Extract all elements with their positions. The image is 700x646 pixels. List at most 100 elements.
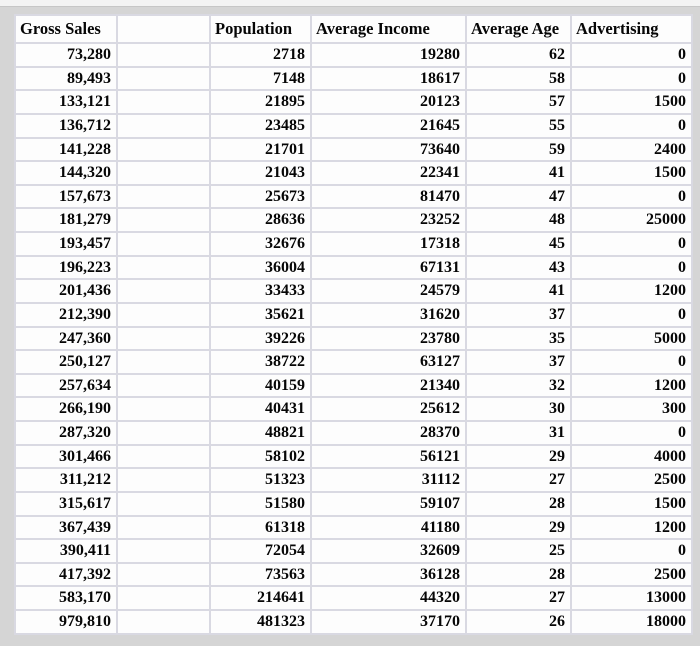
cell-spacer (116, 160, 211, 186)
cell-gross-sales: 390,411 (14, 538, 118, 564)
cell-gross-sales: 89,493 (14, 65, 118, 92)
cell-gross-sales: 417,392 (14, 561, 118, 588)
cell-advertising: 1200 (570, 514, 693, 541)
table-row: 89,493 7148 18617 58 0 (14, 65, 693, 92)
cell-average-income: 28370 (310, 420, 467, 446)
cell-gross-sales: 157,673 (14, 183, 118, 210)
cell-population: 39226 (209, 325, 312, 352)
header-spacer (116, 14, 211, 44)
table-row: 144,320 21043 22341 41 1500 (14, 160, 693, 186)
cell-spacer (116, 420, 211, 446)
table-row: 390,411 72054 32609 25 0 (14, 538, 693, 564)
cell-advertising: 0 (570, 112, 693, 139)
cell-population: 214641 (209, 585, 312, 611)
table-row: 266,190 40431 25612 30 300 (14, 396, 693, 422)
cell-average-age: 28 (465, 490, 572, 517)
cell-spacer (116, 254, 211, 281)
cell-spacer (116, 585, 211, 611)
cell-population: 32676 (209, 231, 312, 257)
table-row: 247,360 39226 23780 35 5000 (14, 325, 693, 352)
cell-average-income: 44320 (310, 585, 467, 611)
table-row: 201,436 33433 24579 41 1200 (14, 278, 693, 304)
table-row: 157,673 25673 81470 47 0 (14, 183, 693, 210)
cell-average-income: 73640 (310, 136, 467, 163)
cell-spacer (116, 467, 211, 493)
cell-gross-sales: 315,617 (14, 490, 118, 517)
cell-advertising: 0 (570, 42, 693, 68)
cell-advertising: 1200 (570, 278, 693, 304)
cell-gross-sales: 133,121 (14, 89, 118, 115)
cell-advertising: 0 (570, 183, 693, 210)
cell-average-income: 32609 (310, 538, 467, 564)
cell-average-income: 36128 (310, 561, 467, 588)
cell-advertising: 5000 (570, 325, 693, 352)
cell-average-income: 31112 (310, 467, 467, 493)
cell-population: 72054 (209, 538, 312, 564)
cell-average-age: 43 (465, 254, 572, 281)
cell-advertising: 0 (570, 420, 693, 446)
cell-average-income: 63127 (310, 349, 467, 375)
table-row: 193,457 32676 17318 45 0 (14, 231, 693, 257)
cell-average-income: 56121 (310, 443, 467, 470)
cell-advertising: 1500 (570, 89, 693, 115)
cell-population: 25673 (209, 183, 312, 210)
cell-average-age: 58 (465, 65, 572, 92)
table-row: 141,228 21701 73640 59 2400 (14, 136, 693, 163)
table-row: 136,712 23485 21645 55 0 (14, 112, 693, 139)
cell-advertising: 0 (570, 65, 693, 92)
cell-gross-sales: 266,190 (14, 396, 118, 422)
cell-average-age: 35 (465, 325, 572, 352)
cell-average-age: 37 (465, 301, 572, 328)
table-row: 181,279 28636 23252 48 25000 (14, 207, 693, 233)
cell-advertising: 1500 (570, 490, 693, 517)
cell-average-age: 45 (465, 231, 572, 257)
cell-spacer (116, 112, 211, 139)
cell-population: 33433 (209, 278, 312, 304)
cell-average-income: 23780 (310, 325, 467, 352)
cell-spacer (116, 136, 211, 163)
table-row: 133,121 21895 20123 57 1500 (14, 89, 693, 115)
cell-average-age: 48 (465, 207, 572, 233)
cell-advertising: 4000 (570, 443, 693, 470)
cell-average-age: 37 (465, 349, 572, 375)
cell-gross-sales: 247,360 (14, 325, 118, 352)
cell-average-age: 41 (465, 160, 572, 186)
cell-gross-sales: 583,170 (14, 585, 118, 611)
cell-spacer (116, 490, 211, 517)
table-row: 311,212 51323 31112 27 2500 (14, 467, 693, 493)
table-row: 315,617 51580 59107 28 1500 (14, 490, 693, 517)
cell-population: 51580 (209, 490, 312, 517)
cell-average-income: 41180 (310, 514, 467, 541)
table-row: 287,320 48821 28370 31 0 (14, 420, 693, 446)
cell-spacer (116, 278, 211, 304)
cell-advertising: 13000 (570, 585, 693, 611)
cell-average-age: 55 (465, 112, 572, 139)
cell-average-age: 27 (465, 467, 572, 493)
cell-population: 481323 (209, 609, 312, 635)
cell-spacer (116, 396, 211, 422)
cell-spacer (116, 65, 211, 92)
table-row: 417,392 73563 36128 28 2500 (14, 561, 693, 588)
cell-average-income: 25612 (310, 396, 467, 422)
cell-gross-sales: 311,212 (14, 467, 118, 493)
table-row: 212,390 35621 31620 37 0 (14, 301, 693, 328)
cell-population: 58102 (209, 443, 312, 470)
data-table: Gross Sales Population Average Income Av… (14, 14, 693, 635)
cell-spacer (116, 89, 211, 115)
cell-gross-sales: 250,127 (14, 349, 118, 375)
cell-average-age: 29 (465, 443, 572, 470)
cell-average-age: 31 (465, 420, 572, 446)
cell-spacer (116, 183, 211, 210)
cell-average-age: 59 (465, 136, 572, 163)
cell-advertising: 0 (570, 254, 693, 281)
cell-gross-sales: 136,712 (14, 112, 118, 139)
header-gross-sales: Gross Sales (14, 14, 118, 44)
cell-advertising: 1200 (570, 372, 693, 399)
table-body: 73,280 2718 19280 62 0 89,493 7148 18617 58 0 133,… (14, 42, 693, 635)
cell-gross-sales: 212,390 (14, 301, 118, 328)
cell-average-age: 57 (465, 89, 572, 115)
cell-average-age: 27 (465, 585, 572, 611)
cell-population: 51323 (209, 467, 312, 493)
cell-population: 40431 (209, 396, 312, 422)
cell-population: 35621 (209, 301, 312, 328)
